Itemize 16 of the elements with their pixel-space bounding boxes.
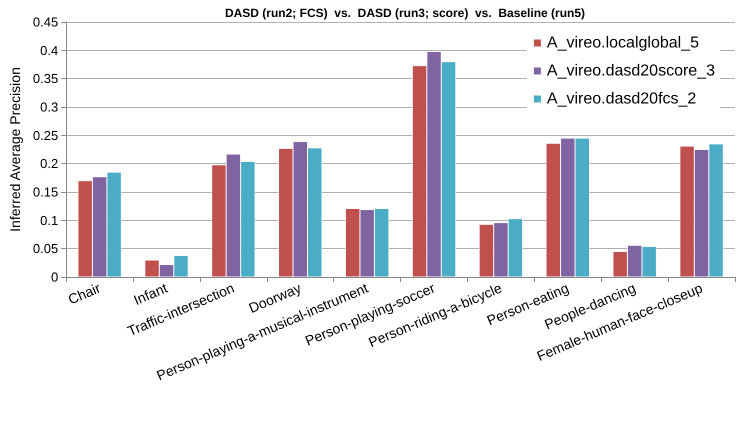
- y-tick-label: 0.25: [32, 128, 58, 143]
- y-tick-label: 0.1: [40, 212, 58, 228]
- x-tick-label: Chair: [66, 280, 104, 308]
- y-tick-label: 0.2: [40, 156, 58, 172]
- y-tick-label: 0.45: [32, 14, 58, 30]
- y-tick-label: 0.35: [32, 71, 58, 86]
- y-tick-label: 0.05: [32, 241, 58, 256]
- y-tick-label: 0: [50, 270, 58, 284]
- chart-title: DASD (run2; FCS) vs. DASD (run3; score) vs. Baseline (run5): [224, 6, 586, 20]
- legend-label: A_vireo.dasd20score_3: [546, 62, 716, 80]
- y-tick-label: 0.3: [40, 100, 58, 114]
- legend-label: A_vireo.localglobal_5: [546, 34, 700, 52]
- legend-label: A_vireo.dasd20fcs_2: [546, 90, 696, 108]
- y-tick-label: 0.4: [40, 42, 58, 58]
- y-tick-label: 0.15: [32, 184, 58, 200]
- y-axis-title: Inferred Average Precision: [7, 67, 23, 232]
